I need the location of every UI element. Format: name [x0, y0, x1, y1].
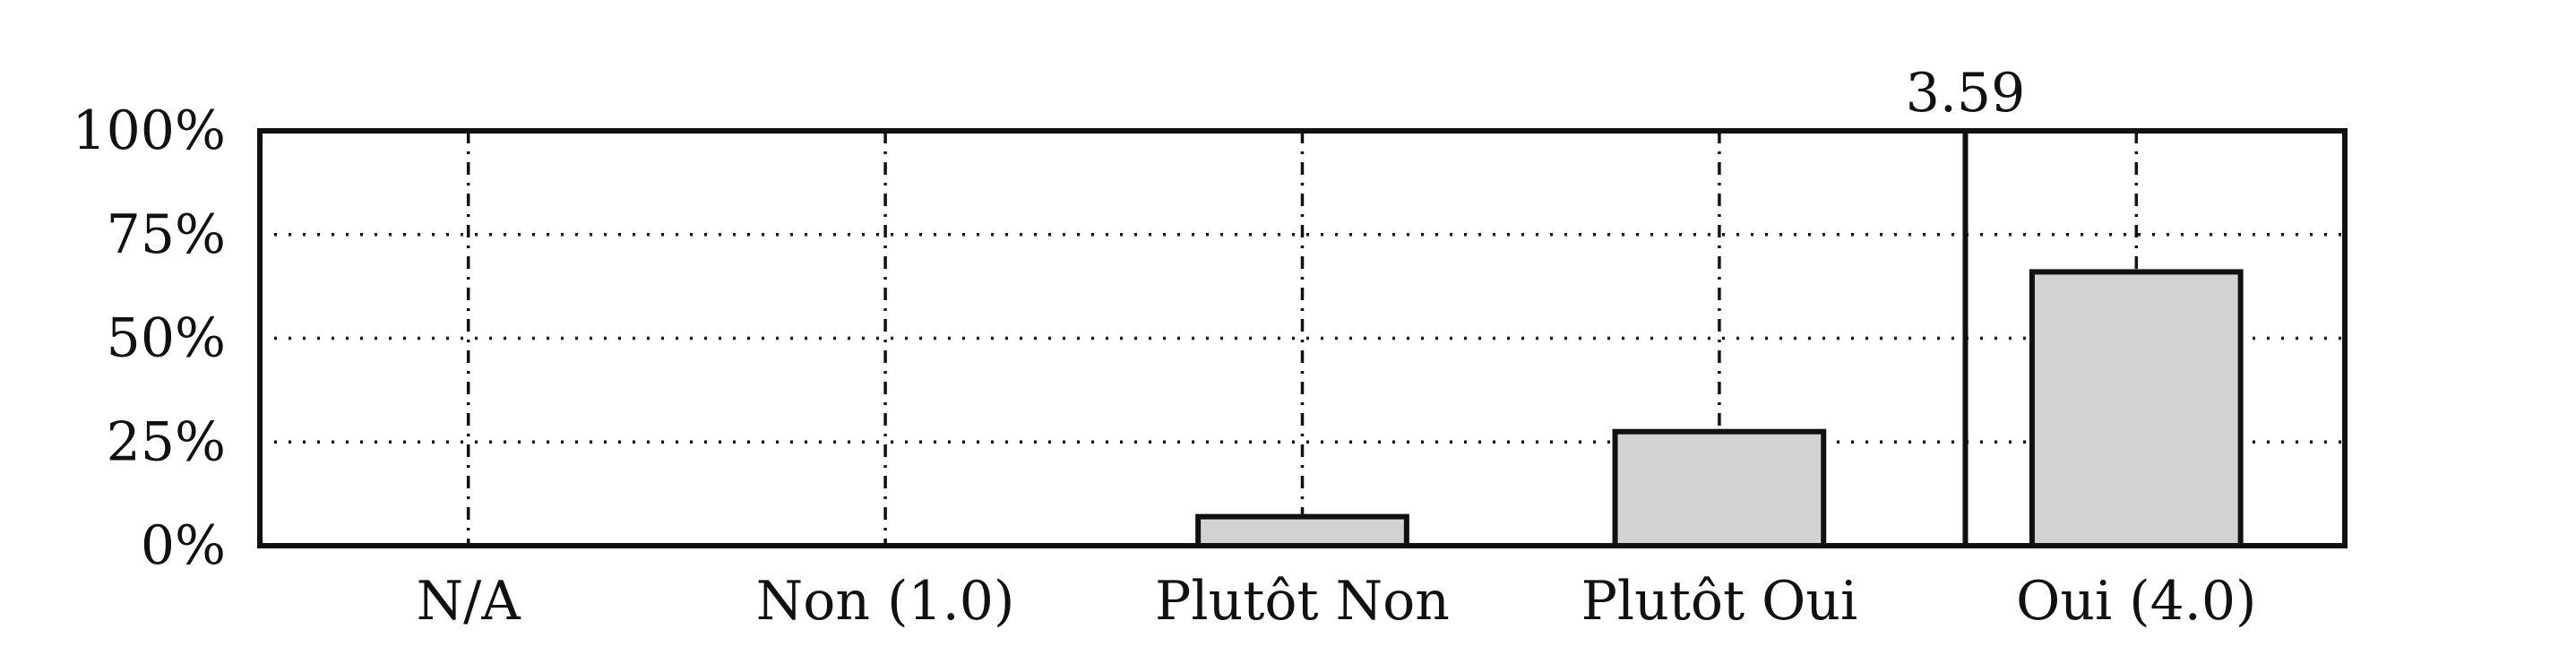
category-label-3: Plutôt Oui	[1581, 570, 1858, 633]
category-label-1: Non (1.0)	[756, 570, 1015, 633]
bar-3	[1612, 428, 1827, 548]
frame-layer	[257, 128, 2348, 548]
ytick-label-75: 75%	[107, 203, 226, 266]
bar-2	[1195, 513, 1409, 549]
category-label-2: Plutôt Non	[1155, 570, 1450, 633]
plot-frame	[257, 128, 2348, 548]
ytick-label-50: 50%	[107, 307, 226, 370]
category-label-4: Oui (4.0)	[2016, 570, 2256, 633]
mean-value-label: 3.59	[1906, 62, 2026, 125]
label-layer: 3.59 0% 25% 50% 75% 100% N/A Non (1.0) Plutôt No…	[72, 62, 2256, 633]
bar-layer	[1195, 269, 2244, 549]
ytick-label-100: 100%	[72, 99, 226, 162]
bar-4	[2029, 269, 2244, 548]
ytick-label-0: 0%	[141, 514, 226, 577]
category-label-0: N/A	[417, 570, 521, 633]
ytick-label-25: 25%	[107, 410, 226, 473]
